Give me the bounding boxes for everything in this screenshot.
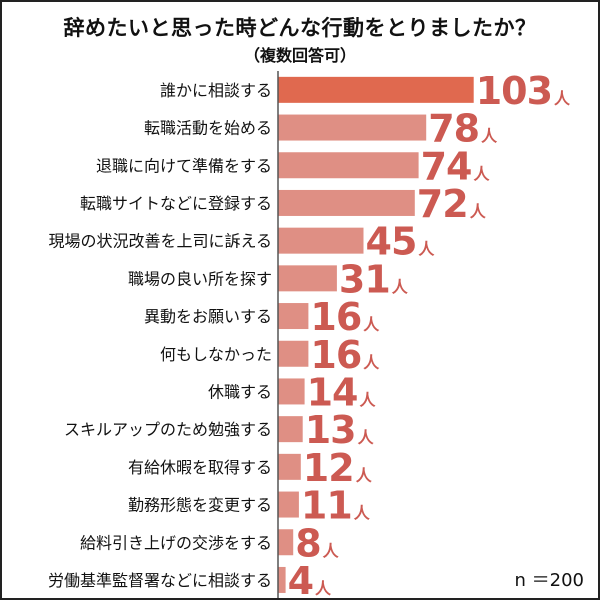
category-label: 労働基準監督署などに相談する bbox=[48, 571, 272, 590]
category-label: 給料引き上げの交渉をする bbox=[80, 533, 272, 552]
unit-label: 人 bbox=[358, 428, 375, 447]
category-label: 転職活動を始める bbox=[144, 119, 272, 138]
value-label: 11 bbox=[301, 484, 352, 528]
bar bbox=[278, 340, 309, 367]
bar bbox=[278, 189, 415, 216]
sample-size-note: n ＝200 bbox=[514, 570, 585, 591]
unit-label: 人 bbox=[473, 164, 490, 183]
value-label: 16 bbox=[310, 295, 361, 339]
bar bbox=[278, 378, 305, 405]
bar bbox=[278, 152, 419, 179]
value-label: 8 bbox=[295, 521, 320, 565]
unit-label: 人 bbox=[354, 504, 371, 523]
category-label: 職場の良い所を探す bbox=[128, 269, 272, 288]
value-label: 4 bbox=[288, 559, 313, 598]
value-label: 74 bbox=[421, 144, 472, 188]
category-label: 何もしなかった bbox=[160, 345, 272, 364]
value-label: 13 bbox=[305, 408, 356, 452]
category-label: 転職サイトなどに登録する bbox=[80, 194, 272, 213]
category-label: 休職する bbox=[208, 382, 272, 401]
unit-label: 人 bbox=[554, 89, 571, 108]
category-label: 現場の状況改善を上司に訴える bbox=[48, 232, 272, 251]
unit-label: 人 bbox=[392, 277, 409, 296]
chart-subtitle: （複数回答可） bbox=[243, 46, 356, 65]
bar bbox=[278, 227, 364, 254]
value-label: 103 bbox=[476, 69, 552, 113]
value-label: 12 bbox=[303, 446, 354, 490]
unit-label: 人 bbox=[481, 127, 498, 146]
unit-label: 人 bbox=[363, 353, 380, 372]
value-label: 78 bbox=[428, 107, 479, 151]
bar bbox=[278, 265, 337, 292]
bar bbox=[278, 416, 303, 443]
value-label: 16 bbox=[310, 333, 361, 377]
category-label: 誰かに相談する bbox=[160, 81, 272, 100]
value-label: 45 bbox=[366, 220, 417, 264]
category-label: 異動をお願いする bbox=[144, 307, 272, 326]
value-label: 72 bbox=[417, 182, 468, 226]
category-label: 退職に向けて準備をする bbox=[96, 156, 272, 175]
bar bbox=[278, 491, 299, 518]
unit-label: 人 bbox=[315, 579, 332, 598]
bar bbox=[278, 529, 294, 556]
value-label: 14 bbox=[307, 370, 358, 414]
unit-label: 人 bbox=[359, 390, 376, 409]
unit-label: 人 bbox=[418, 240, 435, 259]
bar bbox=[278, 453, 301, 480]
chart-title: 辞めたいと思った時どんな行動をとりましたか？ bbox=[63, 16, 537, 40]
unit-label: 人 bbox=[323, 541, 340, 560]
category-label: 有給休暇を取得する bbox=[128, 458, 272, 477]
category-label: スキルアップのため勉強する bbox=[64, 420, 272, 439]
value-label: 31 bbox=[339, 257, 390, 301]
bar bbox=[278, 114, 427, 141]
unit-label: 人 bbox=[363, 315, 380, 334]
unit-label: 人 bbox=[356, 466, 373, 485]
bar bbox=[278, 303, 309, 330]
bar bbox=[278, 566, 286, 593]
bar bbox=[278, 76, 474, 103]
unit-label: 人 bbox=[470, 202, 487, 221]
category-label: 勤務形態を変更する bbox=[128, 496, 272, 515]
